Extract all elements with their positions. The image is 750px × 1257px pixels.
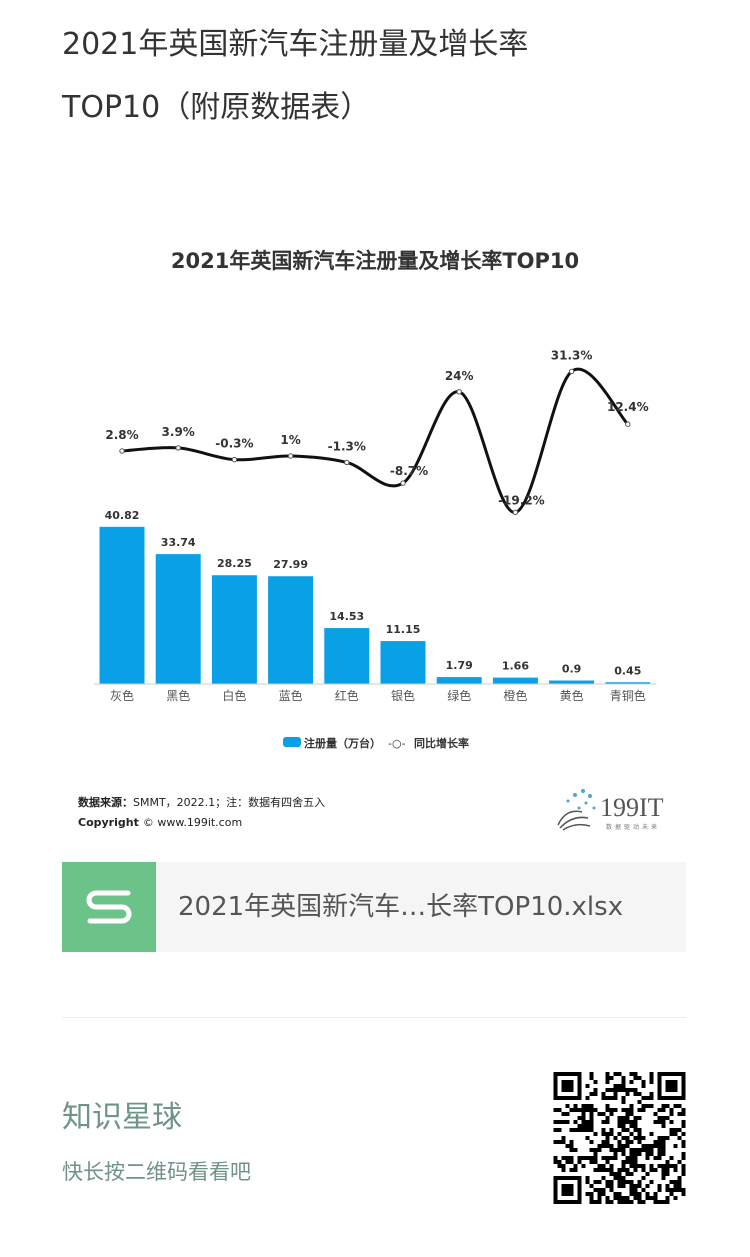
article-title-line2: TOP10（附原数据表）	[62, 90, 371, 125]
bar-value-label: 11.15	[386, 623, 421, 636]
bar-value-label: 14.53	[329, 610, 364, 623]
line-value-label: -0.3%	[215, 437, 253, 451]
legend-line-symbol: -○-	[388, 737, 406, 750]
legend: 注册量（万台） -○- 同比增长率	[283, 736, 469, 750]
199it-logo: 199IT 数据驱动未来	[557, 789, 664, 831]
line-value-label: 12.4%	[607, 400, 649, 414]
bar	[268, 576, 314, 684]
line-point	[287, 453, 294, 459]
line-point	[344, 459, 350, 466]
bar-value-label: 0.9	[562, 663, 582, 676]
source-line: 数据来源：SMMT，2022.1；注：数据有四舍五入	[78, 795, 325, 809]
legend-bar-swatch	[283, 737, 301, 747]
source-text: SMMT，2022.1；注：数据有四舍五入	[133, 795, 325, 809]
line-point	[119, 448, 125, 454]
logo-tagline: 数据驱动未来	[606, 823, 660, 831]
bar	[324, 628, 370, 684]
line-value-label: -8.7%	[390, 464, 428, 478]
category-label: 橙色	[503, 688, 527, 703]
attachment-card[interactable]: 2021年英国新汽车…长率TOP10.xlsx	[62, 862, 686, 952]
category-label: 黄色	[560, 689, 584, 703]
copyright-label: Copyright	[78, 816, 139, 829]
qr-hint: 快长按二维码看看吧	[62, 1160, 251, 1184]
source-label: 数据来源：	[78, 795, 133, 809]
attachment-file-name: 2021年英国新汽车…长率TOP10.xlsx	[178, 892, 624, 922]
category-label: 蓝色	[279, 689, 303, 703]
chart-title: 2021年英国新汽车注册量及增长率TOP10	[171, 249, 579, 273]
bar	[380, 641, 426, 684]
category-label: 灰色	[110, 689, 134, 703]
legend-line-label: 同比增长率	[414, 736, 469, 750]
line-point	[456, 389, 462, 395]
line-point	[568, 368, 575, 375]
bar-value-label: 1.79	[446, 659, 473, 672]
line-value-label: 24%	[445, 369, 474, 383]
line-value-label: 31.3%	[551, 348, 593, 362]
bar-value-label: 33.74	[161, 536, 196, 549]
bar-value-label: 40.82	[105, 509, 140, 522]
bar	[211, 575, 257, 684]
line-value-label: 2.8%	[105, 428, 138, 442]
line-point	[625, 421, 631, 427]
legend-bar-label: 注册量（万台）	[304, 736, 381, 750]
copyright-text: © www.199it.com	[143, 816, 242, 829]
knowledge-planet-title: 知识星球	[62, 1100, 182, 1135]
growth-line	[121, 367, 629, 514]
category-label: 绿色	[447, 688, 471, 703]
bar	[605, 682, 651, 684]
divider	[62, 1017, 686, 1018]
bar	[436, 677, 482, 684]
category-label: 黑色	[166, 689, 190, 703]
bar	[492, 677, 538, 684]
bar-value-label: 0.45	[614, 664, 641, 677]
qr-code[interactable]	[553, 1072, 686, 1204]
line-value-label: -19.2%	[498, 493, 545, 507]
bar-value-label: 1.66	[502, 660, 529, 673]
line-value-label: 1%	[280, 433, 300, 447]
line-point	[400, 480, 406, 486]
category-label: 白色	[222, 688, 246, 703]
line-point	[175, 445, 181, 451]
article-title-line1: 2021年英国新汽车注册量及增长率	[62, 27, 529, 62]
category-label: 银色	[391, 689, 415, 703]
copyright-line: Copyright © www.199it.com	[78, 816, 242, 829]
line-point	[231, 456, 238, 463]
bar	[155, 554, 201, 684]
line-value-label: -1.3%	[328, 439, 366, 453]
bar	[549, 680, 595, 684]
chart: 2021年英国新汽车注册量及增长率TOP10 40.82 灰色 33.74 黑色 28.…	[78, 249, 664, 831]
spreadsheet-s-icon	[62, 862, 156, 952]
line-point	[512, 509, 519, 516]
category-label: 红色	[335, 688, 359, 703]
bar	[99, 526, 145, 684]
bar-value-label: 28.25	[217, 557, 252, 570]
line-value-label: 3.9%	[162, 425, 195, 439]
bar-value-label: 27.99	[273, 558, 308, 571]
dandelion-icon	[557, 789, 596, 831]
logo-text: 199IT	[600, 793, 664, 822]
category-label: 青铜色	[610, 688, 646, 703]
